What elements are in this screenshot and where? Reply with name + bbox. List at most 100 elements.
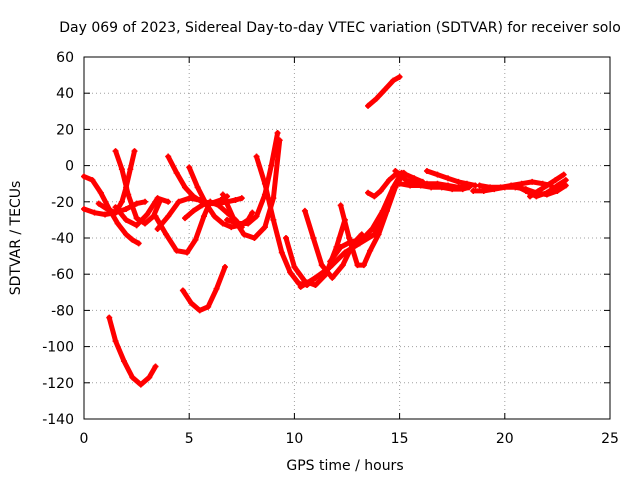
data-point — [120, 358, 127, 365]
y-tick-label: 40 — [56, 86, 74, 102]
data-series — [396, 180, 473, 193]
data-point — [146, 374, 153, 381]
data-point — [175, 198, 182, 205]
data-point — [232, 196, 239, 203]
data-series — [152, 198, 214, 256]
data-point — [238, 195, 245, 202]
data-series — [179, 263, 228, 314]
data-series — [512, 177, 569, 200]
data-point — [112, 204, 119, 211]
data-point — [562, 182, 569, 189]
data-point — [396, 180, 403, 187]
data-series — [327, 169, 405, 265]
data-point — [81, 206, 87, 213]
data-series — [337, 169, 407, 269]
data-point — [165, 198, 172, 205]
data-point — [417, 182, 424, 189]
data-point — [249, 209, 256, 216]
data-point — [365, 102, 372, 109]
data-series — [106, 314, 159, 388]
data-point — [386, 177, 393, 184]
data-point — [219, 191, 226, 198]
y-tick-label: -120 — [42, 376, 74, 392]
y-tick-label: -40 — [51, 231, 74, 247]
data-point — [190, 193, 197, 200]
data-point — [261, 180, 268, 187]
y-tick-label: 20 — [56, 122, 74, 138]
data-point — [181, 215, 188, 222]
data-series — [297, 213, 386, 290]
data-point — [312, 282, 319, 289]
data-point — [219, 220, 226, 227]
data-point — [402, 177, 409, 184]
data-point — [470, 187, 477, 194]
data-point — [261, 224, 268, 231]
series-trace — [180, 264, 228, 313]
data-point — [123, 206, 130, 213]
data-point — [337, 244, 344, 251]
data-point — [491, 186, 498, 193]
data-point — [163, 231, 170, 238]
data-point — [312, 274, 319, 281]
data-point — [154, 195, 161, 202]
data-point — [529, 178, 536, 185]
data-point — [476, 182, 483, 189]
data-point — [375, 231, 382, 238]
chart-title: Day 069 of 2023, Sidereal Day-to-day VTE… — [59, 20, 621, 36]
series-trace — [512, 177, 569, 199]
data-point — [112, 148, 119, 155]
data-point — [554, 182, 561, 189]
data-series — [365, 73, 403, 109]
data-point — [104, 206, 111, 213]
data-point — [129, 374, 136, 381]
data-point — [449, 186, 456, 193]
series-trace — [81, 174, 142, 246]
data-point — [339, 262, 346, 269]
data-point — [402, 171, 409, 178]
data-point — [184, 249, 191, 256]
data-point — [179, 287, 186, 294]
data-point — [173, 169, 180, 176]
data-point — [129, 236, 136, 243]
data-point — [215, 202, 222, 209]
x-tick-label: 10 — [285, 431, 303, 447]
data-point — [102, 211, 109, 218]
data-point — [295, 280, 302, 287]
x-tick-label: 25 — [601, 431, 619, 447]
data-point — [114, 220, 121, 227]
data-point — [527, 193, 534, 200]
data-point — [118, 166, 125, 173]
data-point — [282, 235, 289, 241]
data-point — [270, 195, 277, 202]
data-point — [310, 235, 317, 241]
data-point — [123, 216, 130, 223]
data-point — [383, 207, 390, 214]
data-point — [381, 86, 388, 93]
data-point — [354, 262, 361, 269]
data-point — [369, 225, 376, 232]
y-axis-label: SDTVAR / TECUs — [8, 181, 24, 296]
y-tick-label: 60 — [56, 50, 74, 66]
data-point — [274, 130, 281, 137]
data-point — [253, 153, 260, 160]
data-point — [560, 171, 567, 178]
data-point — [390, 77, 397, 84]
data-point — [194, 184, 201, 191]
data-point — [554, 187, 561, 194]
data-point — [327, 263, 334, 270]
y-tick-label: -20 — [51, 195, 74, 211]
data-point — [341, 249, 348, 256]
x-tick-label: 5 — [185, 431, 194, 447]
data-point — [392, 184, 399, 191]
data-point — [190, 207, 197, 214]
data-point — [373, 95, 380, 102]
data-point — [268, 162, 275, 169]
data-point — [291, 263, 298, 270]
data-point — [287, 269, 294, 276]
data-point — [196, 307, 203, 314]
data-point — [463, 180, 470, 187]
y-tick-label: -80 — [51, 303, 74, 319]
data-point — [133, 222, 140, 229]
y-tick-label: -140 — [42, 412, 74, 428]
